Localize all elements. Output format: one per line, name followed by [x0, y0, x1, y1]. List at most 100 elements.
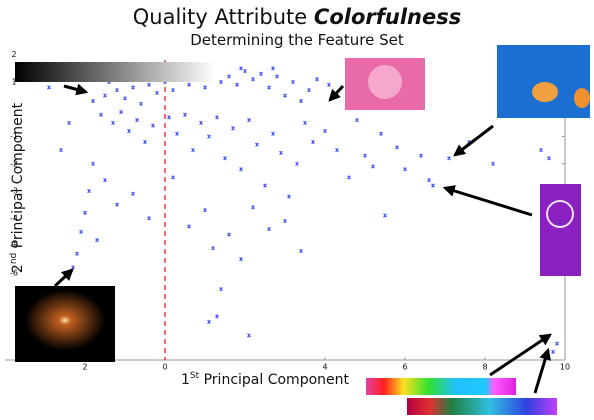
- arrow: [330, 86, 343, 100]
- point: [67, 121, 70, 125]
- point: [295, 162, 298, 166]
- arrow: [55, 270, 72, 286]
- point: [123, 96, 126, 100]
- point: [311, 140, 314, 144]
- point: [203, 85, 206, 89]
- point: [127, 129, 130, 133]
- point: [75, 252, 78, 256]
- point: [227, 75, 230, 79]
- point: [171, 88, 174, 92]
- x-tick-label: 4: [322, 363, 327, 372]
- point: [223, 156, 226, 160]
- point: [131, 85, 134, 89]
- point: [183, 113, 186, 117]
- point: [275, 75, 278, 79]
- point: [71, 265, 74, 269]
- point: [263, 184, 266, 188]
- point: [271, 66, 274, 70]
- point: [299, 249, 302, 253]
- point: [147, 83, 150, 87]
- point: [207, 320, 210, 324]
- point: [347, 175, 350, 179]
- point: [239, 167, 242, 171]
- title-main: Quality Attribute: [133, 5, 307, 29]
- point: [175, 132, 178, 136]
- chart-title: Quality Attribute Colorfulness: [133, 5, 461, 29]
- point: [383, 214, 386, 218]
- y-tick-label: 2: [11, 50, 16, 59]
- point: [259, 72, 262, 76]
- point: [403, 167, 406, 171]
- jellyfish: [574, 88, 590, 108]
- point: [335, 148, 338, 152]
- point: [307, 88, 310, 92]
- point: [299, 99, 302, 103]
- point: [447, 156, 450, 160]
- point: [395, 145, 398, 149]
- jellyfish: [532, 82, 558, 102]
- point: [539, 148, 542, 152]
- point: [171, 175, 174, 179]
- point: [91, 162, 94, 166]
- arrow: [455, 126, 493, 155]
- point: [231, 126, 234, 130]
- point: [219, 80, 222, 84]
- point: [427, 178, 430, 182]
- point: [187, 83, 190, 87]
- point: [355, 118, 358, 122]
- point: [235, 83, 238, 87]
- point: [251, 205, 254, 209]
- point: [491, 162, 494, 166]
- y-axis-title: 2nd Principal Component: [9, 102, 26, 273]
- x-tick-label: 6: [402, 363, 407, 372]
- x-tick-label: 2: [82, 363, 87, 372]
- point: [199, 121, 202, 125]
- point: [139, 102, 142, 106]
- point: [315, 77, 318, 81]
- point: [135, 118, 138, 122]
- point: [187, 224, 190, 228]
- point: [115, 88, 118, 92]
- point: [555, 342, 558, 346]
- firework-image: [15, 286, 115, 362]
- point: [191, 148, 194, 152]
- point: [255, 143, 258, 147]
- point: [215, 115, 218, 119]
- point: [247, 118, 250, 122]
- point: [143, 140, 146, 144]
- point: [271, 132, 274, 136]
- point: [323, 129, 326, 133]
- point: [211, 246, 214, 250]
- x-label-main: 1: [181, 372, 190, 388]
- point: [119, 110, 122, 114]
- x-label-sup: St: [190, 371, 200, 381]
- subtitle: Determining the Feature Set: [190, 31, 404, 49]
- point: [379, 132, 382, 136]
- point: [91, 99, 94, 103]
- color-bar: [366, 378, 516, 395]
- point: [99, 113, 102, 117]
- point: [147, 216, 150, 220]
- point: [207, 134, 210, 138]
- point: [371, 164, 374, 168]
- point: [283, 219, 286, 223]
- point: [547, 156, 550, 160]
- point: [59, 148, 62, 152]
- aerial-image: [540, 184, 581, 276]
- point: [291, 80, 294, 84]
- point: [79, 230, 82, 234]
- point: [267, 85, 270, 89]
- x-tick-label: 0: [162, 363, 167, 372]
- point: [131, 192, 134, 196]
- point: [155, 91, 158, 95]
- x-tick-label: 10: [560, 363, 570, 372]
- x-label-rest: Principal Component: [199, 372, 349, 388]
- arrow: [535, 350, 548, 393]
- doll-face: [368, 65, 402, 99]
- point: [103, 94, 106, 98]
- point: [47, 85, 50, 89]
- point: [227, 233, 230, 237]
- title-emphasis: Colorfulness: [314, 5, 461, 29]
- point: [279, 151, 282, 155]
- point: [303, 121, 306, 125]
